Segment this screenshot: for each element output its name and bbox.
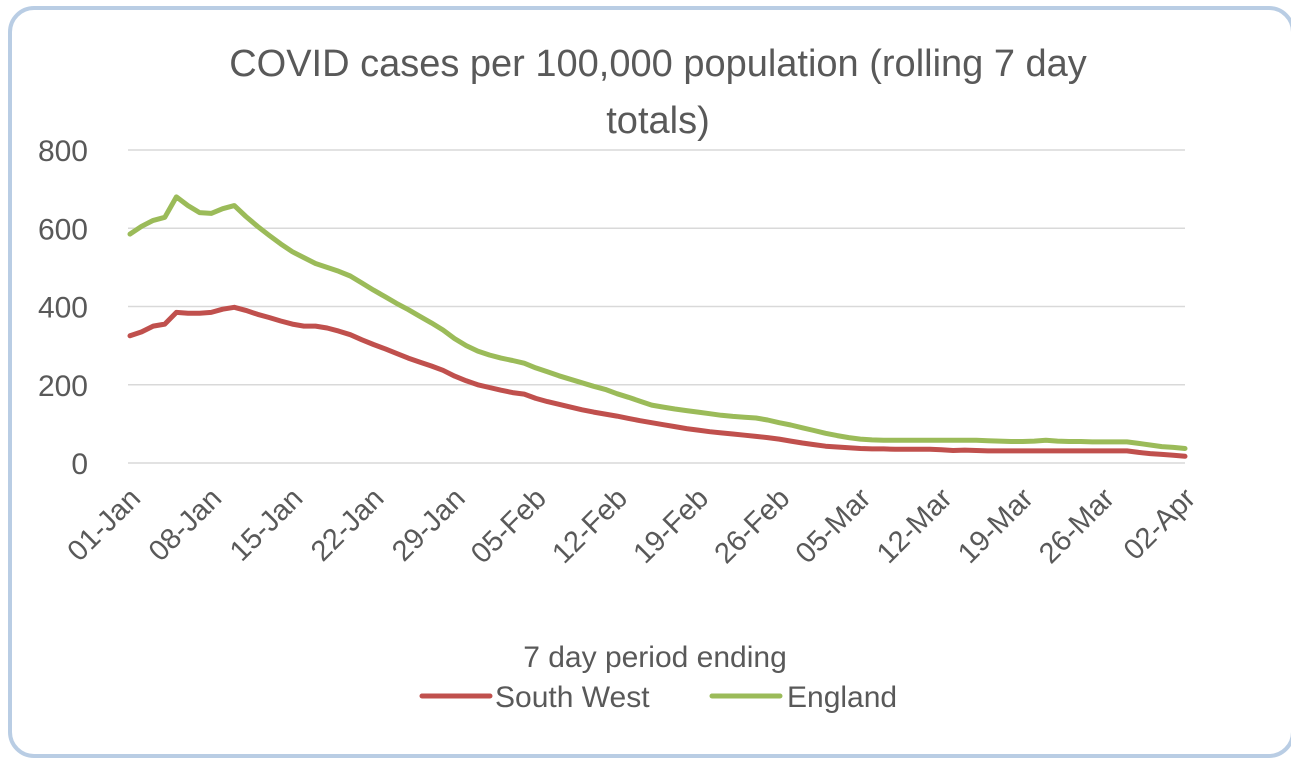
legend-label: England — [787, 681, 897, 714]
chart-title-line: totals) — [606, 100, 709, 142]
series-line-england — [127, 194, 1188, 451]
x-tick-label: 22-Jan — [305, 482, 390, 567]
x-tick-label: 12-Mar — [871, 482, 959, 570]
series-lines — [127, 194, 1188, 459]
x-tick-label: 01-Jan — [62, 482, 147, 567]
chart-title-line: COVID cases per 100,000 population (roll… — [229, 43, 1087, 85]
x-tick-label: 26-Mar — [1033, 482, 1121, 570]
y-tick-label: 400 — [38, 292, 88, 325]
chart-frame — [8, 6, 1291, 758]
x-tick-label: 05-Mar — [790, 482, 878, 570]
y-tick-label: 600 — [38, 213, 88, 246]
legend: South West England — [419, 681, 897, 714]
gridlines — [128, 149, 1185, 464]
x-axis-ticks: 01-Jan08-Jan15-Jan22-Jan29-Jan05-Feb12-F… — [62, 482, 1203, 570]
x-tick-label: 02-Apr — [1118, 482, 1202, 566]
x-axis-label: 7 day period ending — [523, 641, 787, 674]
y-tick-label: 800 — [38, 135, 88, 168]
x-tick-label: 26-Feb — [709, 482, 797, 570]
x-tick-label: 19-Mar — [952, 482, 1040, 570]
chart-title: COVID cases per 100,000 population (roll… — [229, 43, 1087, 142]
y-tick-label: 200 — [38, 370, 88, 403]
x-tick-label: 08-Jan — [143, 482, 228, 567]
x-tick-label: 12-Feb — [546, 482, 634, 570]
legend-label: South West — [495, 681, 650, 714]
x-tick-label: 29-Jan — [386, 482, 471, 567]
x-tick-label: 05-Feb — [465, 482, 553, 570]
x-tick-label: 19-Feb — [627, 482, 715, 570]
y-tick-label: 0 — [71, 448, 88, 481]
y-axis-ticks: 0 200 400 600 800 — [38, 135, 88, 481]
x-tick-label: 15-Jan — [224, 482, 309, 567]
series-line-south-west — [127, 304, 1188, 459]
